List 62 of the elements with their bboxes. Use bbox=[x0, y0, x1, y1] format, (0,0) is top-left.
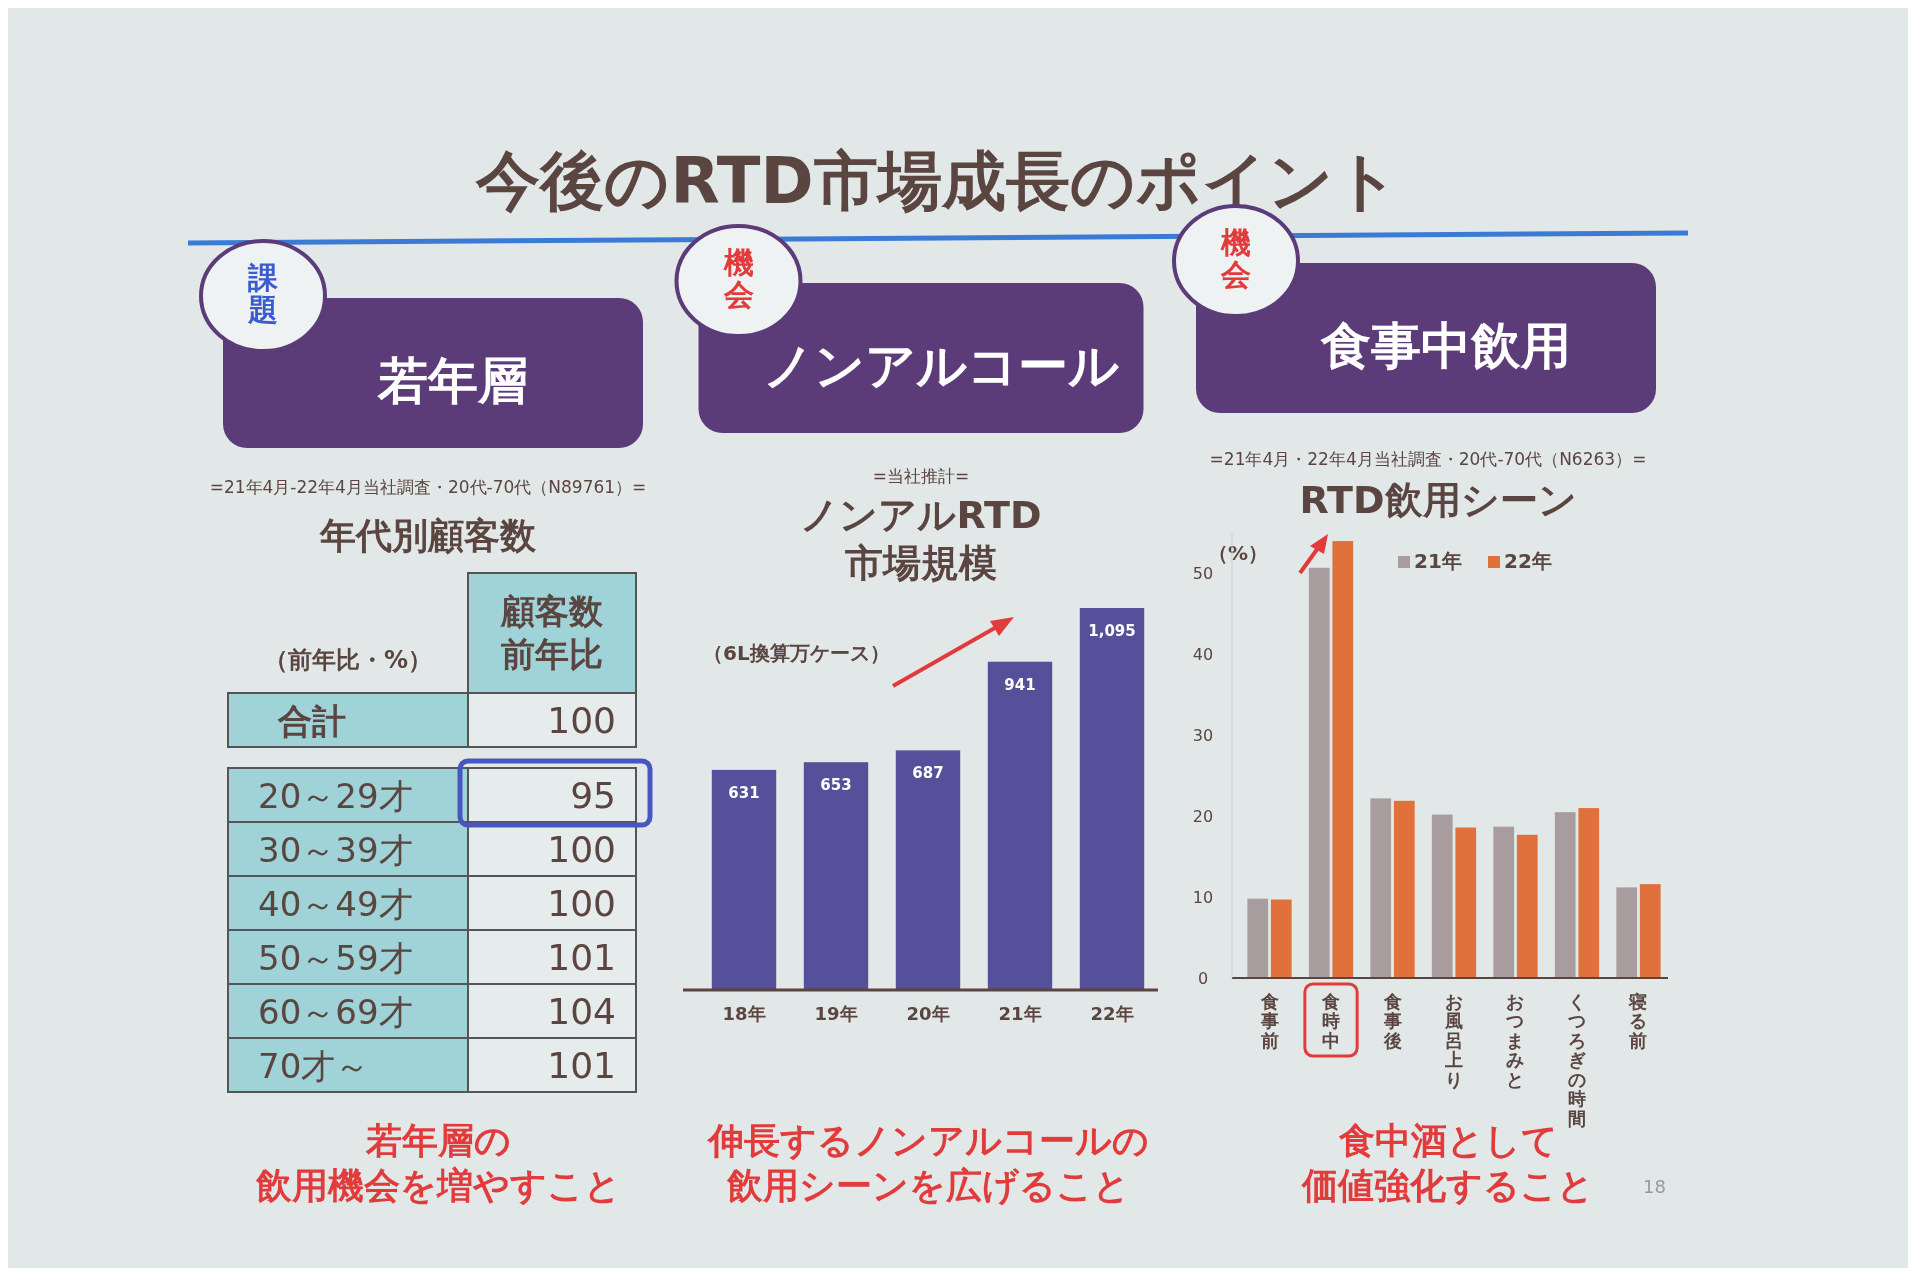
x-tick-label: 18年 bbox=[722, 1003, 766, 1024]
text: 食事中飲用 bbox=[1320, 317, 1571, 375]
y-tick-label: 20 bbox=[1192, 807, 1214, 827]
data-label: 101 bbox=[547, 937, 616, 978]
x-tick-label: 21年 bbox=[998, 1003, 1042, 1024]
x-tick-label: 22年 bbox=[1090, 1003, 1134, 1024]
x-tick-label: 寝る前 bbox=[1628, 991, 1648, 1051]
y-tick-label: 40 bbox=[1192, 645, 1214, 665]
text: 顧客数前年比 bbox=[500, 591, 604, 674]
text: 年代別顧客数 bbox=[319, 515, 537, 556]
category-label: 70才～ bbox=[258, 1046, 370, 1086]
text: 食中酒として bbox=[1337, 1120, 1558, 1161]
category-label: 20～29才 bbox=[258, 776, 413, 816]
data-label: 104 bbox=[547, 991, 616, 1032]
text: 18 bbox=[1643, 1176, 1666, 1197]
x-tick-label: 19年 bbox=[814, 1003, 858, 1024]
legend-label: 22年 bbox=[1504, 549, 1552, 573]
category-label: 40～49才 bbox=[258, 884, 413, 924]
data-label: 631 bbox=[728, 783, 760, 802]
data-label: 100 bbox=[547, 700, 616, 741]
text: （前年比・%） bbox=[263, 646, 433, 674]
x-tick-label: 食事前 bbox=[1259, 991, 1279, 1051]
data-label: 100 bbox=[547, 883, 616, 924]
y-tick-label: 0 bbox=[1197, 969, 1209, 988]
text: 伸長するノンアルコールの bbox=[705, 1120, 1149, 1161]
text: 飲用機会を増やすこと bbox=[254, 1165, 621, 1206]
x-tick-label: くつろぎの時間 bbox=[1566, 991, 1586, 1129]
x-tick-label: 食時中 bbox=[1321, 991, 1341, 1051]
text: 機会 bbox=[722, 245, 754, 313]
legend-label: 21年 bbox=[1414, 549, 1462, 573]
chart-subtitle: =当社推計= bbox=[872, 466, 970, 486]
text: 価値強化すること bbox=[1301, 1165, 1594, 1206]
chart-subtitle: =21年4月・22年4月当社調査・20代-70代（N6263）= bbox=[1209, 449, 1647, 469]
category-label: 60～69才 bbox=[258, 992, 413, 1032]
data-label: 687 bbox=[912, 764, 944, 783]
x-tick-label: お風呂上り bbox=[1444, 991, 1463, 1090]
data-label: 95 bbox=[570, 775, 616, 816]
y-tick-label: 30 bbox=[1192, 726, 1214, 746]
text: 若年層の bbox=[364, 1120, 511, 1161]
category-label: 合計 bbox=[277, 701, 346, 741]
x-tick-label: 食事後 bbox=[1382, 991, 1402, 1051]
y-tick-label: 50 bbox=[1192, 564, 1214, 584]
category-label: 50～59才 bbox=[258, 938, 413, 978]
x-tick-label: おつまみと bbox=[1505, 991, 1525, 1090]
data-label: 101 bbox=[547, 1045, 616, 1086]
text: ノンアルコール bbox=[763, 337, 1119, 395]
chart-title: RTD飲用シーン bbox=[1299, 478, 1577, 522]
y-axis-title: （6L換算万ケース） bbox=[703, 641, 890, 665]
text: =21年4月-22年4月当社調査・20代-70代（N89761）= bbox=[209, 477, 647, 497]
text: 機会 bbox=[1220, 225, 1251, 293]
y-axis-title: （%） bbox=[1208, 541, 1269, 565]
data-label: 100 bbox=[547, 829, 616, 870]
text: 課題 bbox=[247, 260, 279, 328]
y-tick-label: 10 bbox=[1192, 888, 1214, 908]
x-tick-label: 20年 bbox=[906, 1003, 950, 1024]
text: 若年層 bbox=[377, 352, 528, 410]
text: 飲用シーンを広げること bbox=[725, 1165, 1130, 1206]
data-label: 941 bbox=[1004, 675, 1036, 694]
chart-title: ノンアルRTD 市場規模 bbox=[800, 493, 1042, 585]
data-label: 1,095 bbox=[1088, 622, 1136, 640]
data-label: 653 bbox=[820, 776, 852, 795]
category-label: 30～39才 bbox=[258, 830, 413, 870]
